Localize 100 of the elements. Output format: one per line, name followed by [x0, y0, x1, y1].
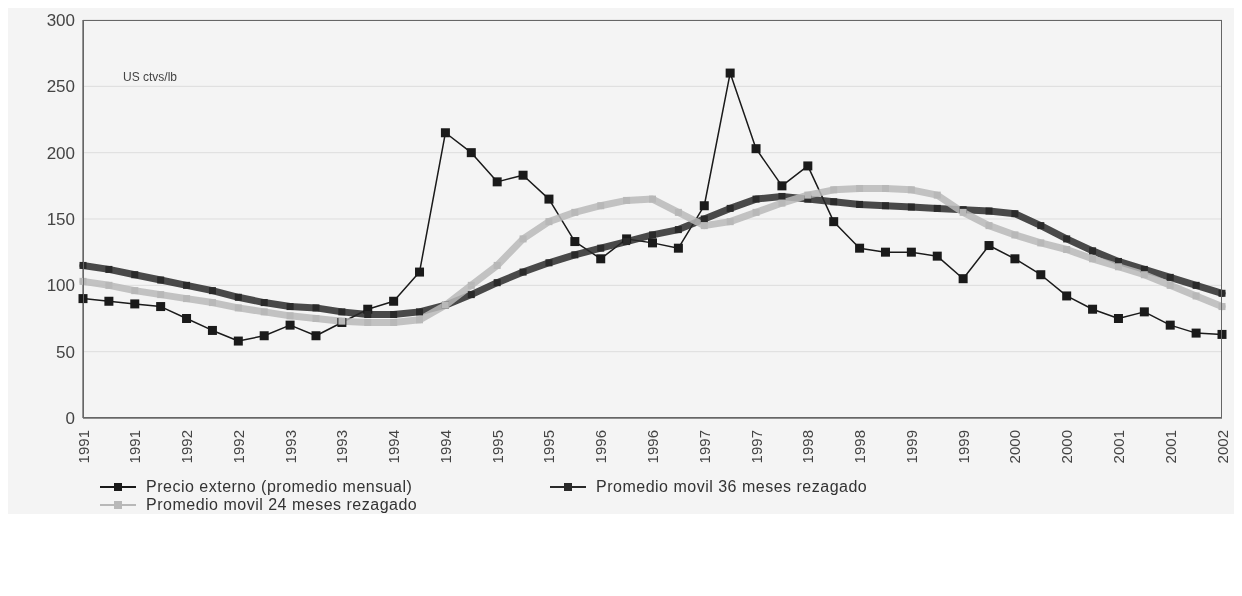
- point: [416, 308, 424, 316]
- y-tick-label: 50: [56, 342, 75, 362]
- point: [467, 281, 475, 289]
- point: [234, 293, 242, 301]
- point: [985, 222, 993, 230]
- x-tick-label: 1993: [281, 430, 299, 464]
- point: [1037, 239, 1045, 247]
- point: [856, 200, 864, 208]
- point: [364, 318, 372, 326]
- y-tick-label: 0: [65, 409, 75, 429]
- point: [545, 218, 553, 226]
- point: [157, 276, 165, 284]
- point: [1010, 254, 1020, 264]
- point: [544, 194, 554, 204]
- point: [648, 238, 657, 248]
- point: [338, 308, 346, 316]
- point: [881, 184, 889, 192]
- point: [804, 191, 812, 199]
- point: [778, 199, 786, 207]
- point: [233, 336, 243, 346]
- x-tick-label: 2002: [1213, 430, 1231, 464]
- x-tick-label: 1998: [799, 430, 817, 464]
- x-tick-label: 1995: [540, 430, 558, 464]
- point: [492, 177, 502, 187]
- point: [726, 204, 734, 212]
- x-tick-label: 1991: [126, 430, 144, 464]
- x-tick-label: 2001: [1109, 430, 1127, 464]
- point: [700, 222, 708, 230]
- x-tick-label: 2001: [1161, 430, 1179, 464]
- point: [1113, 314, 1123, 323]
- point: [519, 235, 527, 243]
- point: [933, 204, 941, 212]
- point: [985, 207, 993, 215]
- point: [390, 318, 398, 326]
- y-tick-label: 150: [46, 210, 75, 230]
- point: [932, 251, 942, 261]
- point: [105, 281, 113, 289]
- x-tick-label: 1992: [229, 430, 247, 464]
- point: [493, 279, 501, 287]
- point: [440, 128, 450, 138]
- point: [466, 148, 476, 158]
- x-tick-label: 1993: [333, 430, 351, 464]
- point: [1062, 291, 1072, 301]
- y-tick-label: 200: [46, 143, 75, 163]
- x-tick-label: 1994: [436, 430, 454, 464]
- point: [830, 198, 838, 206]
- point: [777, 181, 787, 191]
- point: [416, 316, 424, 324]
- point: [752, 195, 760, 203]
- point: [856, 184, 864, 192]
- point: [130, 299, 140, 309]
- x-tick-label: 1996: [644, 430, 661, 464]
- point: [597, 244, 605, 252]
- point: [1192, 281, 1200, 289]
- point: [1063, 235, 1071, 243]
- point: [1063, 246, 1071, 254]
- point: [597, 202, 605, 210]
- point: [131, 271, 139, 279]
- point: [933, 191, 941, 199]
- x-tick-label: 1997: [695, 430, 713, 464]
- point: [311, 331, 321, 341]
- point: [1166, 273, 1174, 281]
- point: [855, 243, 865, 253]
- point: [285, 320, 295, 330]
- x-tick-label: 1997: [747, 430, 765, 464]
- annotation: US ctvs/lb: [123, 70, 178, 84]
- point: [259, 331, 269, 341]
- point: [906, 247, 916, 257]
- point: [286, 303, 294, 311]
- point: [183, 281, 191, 289]
- point: [751, 144, 761, 154]
- point: [623, 238, 631, 246]
- legend-label: Promedio movil 36 meses rezagado: [596, 478, 868, 496]
- point: [778, 192, 786, 200]
- point: [183, 295, 191, 303]
- point: [830, 186, 838, 194]
- point: [207, 325, 217, 335]
- point: [907, 203, 915, 211]
- point: [518, 170, 528, 180]
- point: [596, 254, 606, 264]
- point: [649, 195, 656, 203]
- point: [1166, 281, 1174, 289]
- point: [1140, 271, 1148, 279]
- point: [829, 217, 839, 227]
- point: [881, 202, 889, 210]
- point: [1114, 263, 1122, 271]
- point: [208, 299, 216, 307]
- point: [389, 296, 399, 306]
- point: [673, 243, 683, 253]
- x-tick-label: 2000: [1058, 430, 1076, 464]
- x-tick-label: 2000: [1006, 430, 1024, 464]
- point: [1089, 255, 1097, 263]
- point: [1011, 210, 1019, 218]
- point: [519, 268, 527, 276]
- point: [1165, 320, 1175, 330]
- x-tick-label: 1999: [902, 430, 920, 464]
- point: [312, 304, 320, 312]
- point: [467, 291, 475, 299]
- x-tick-label: 1998: [851, 430, 869, 464]
- point: [958, 274, 968, 284]
